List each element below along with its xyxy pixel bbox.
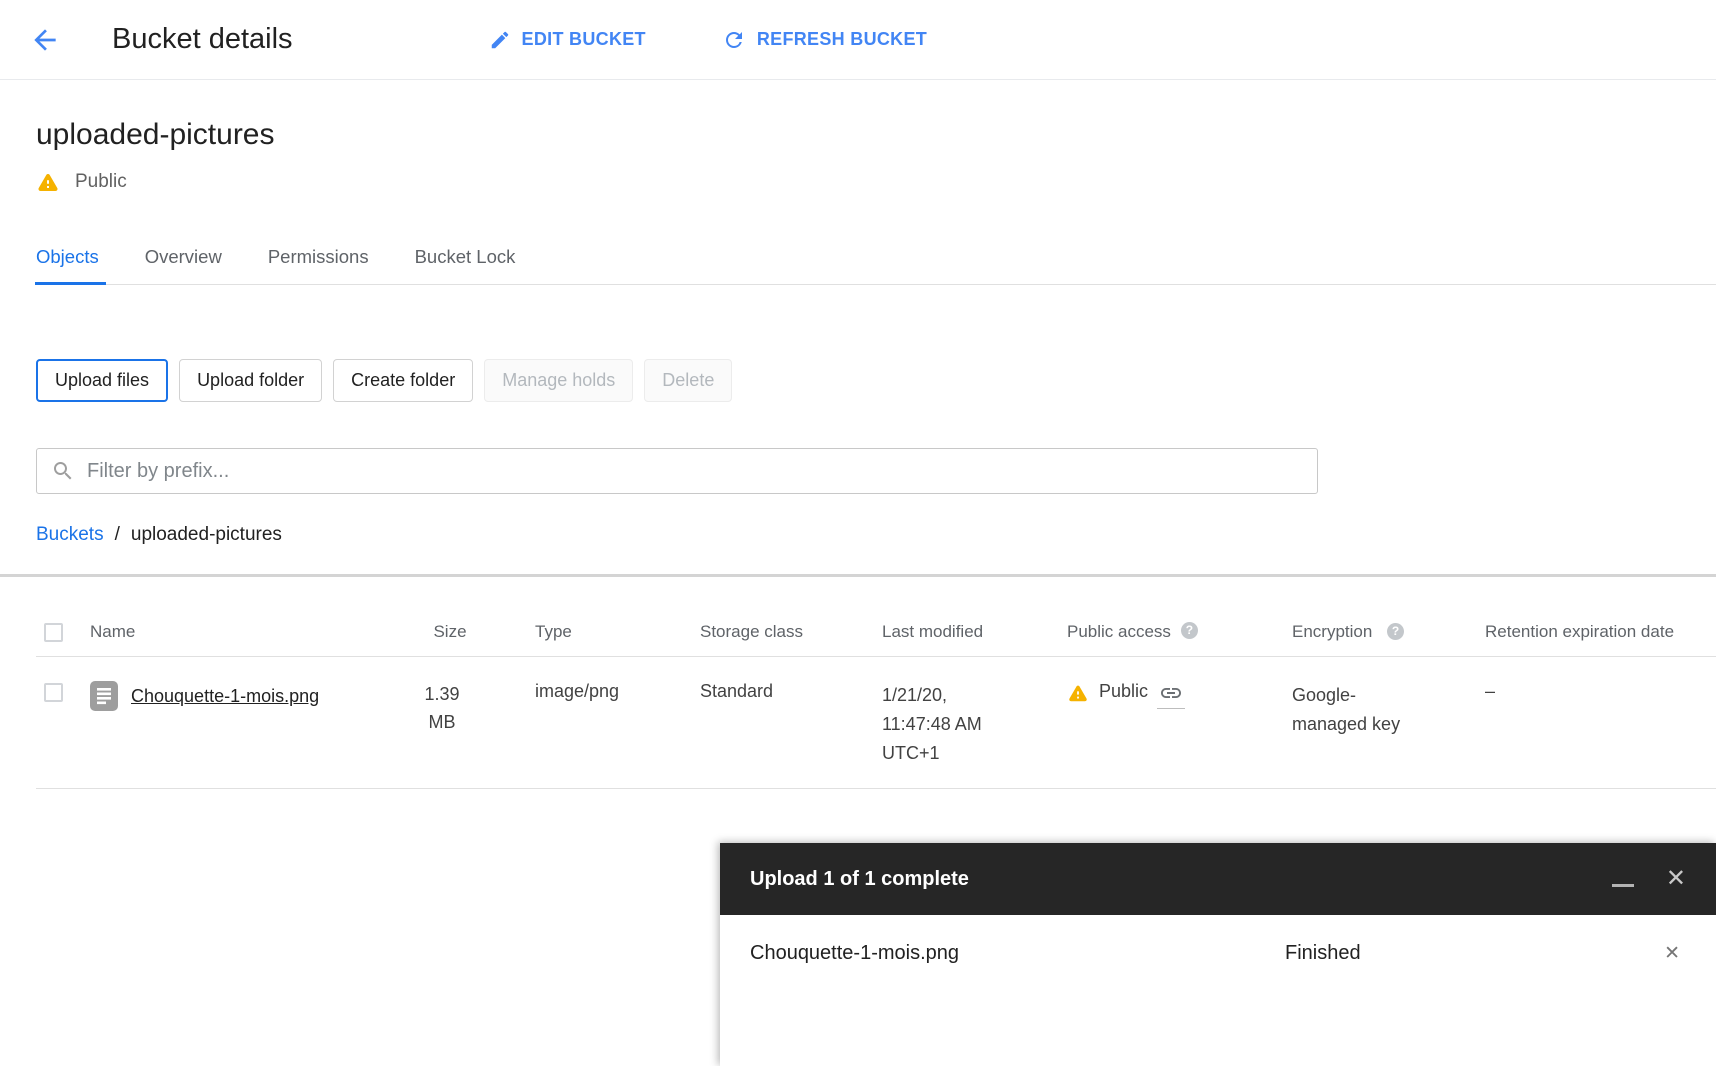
breadcrumb-current: uploaded-pictures: [130, 524, 282, 545]
filter-by-prefix-input[interactable]: [87, 459, 1303, 483]
upload-files-button[interactable]: Upload files: [36, 359, 169, 402]
main-content: uploaded-pictures Public Objects Overvie…: [0, 118, 1716, 789]
bucket-visibility-row: Public: [36, 170, 1716, 194]
upload-dialog-header: Upload 1 of 1 complete ✕: [720, 843, 1716, 915]
refresh-bucket-button[interactable]: REFRESH BUCKET: [722, 28, 927, 52]
column-header-retention: Retention expiration date: [1485, 622, 1675, 641]
upload-folder-button[interactable]: Upload folder: [179, 359, 323, 402]
tab-permissions[interactable]: Permissions: [268, 246, 369, 284]
column-header-name: Name: [90, 622, 136, 641]
object-toolbar: Upload files Upload folder Create folder…: [36, 359, 1716, 402]
object-name-link[interactable]: Chouquette-1-mois.png: [131, 685, 320, 706]
file-document-icon: [90, 681, 118, 711]
create-folder-button[interactable]: Create folder: [333, 359, 474, 402]
object-public-access: Public: [1099, 681, 1149, 701]
column-header-public-access: Public access ?: [1067, 622, 1272, 642]
back-button[interactable]: [28, 23, 62, 57]
column-header-storage-class: Storage class: [700, 622, 803, 641]
object-retention: –: [1485, 681, 1496, 701]
breadcrumb-buckets-link[interactable]: Buckets: [36, 524, 104, 545]
table-header-row: Name Size Type Storage class Last modifi…: [36, 577, 1716, 657]
tab-bucket-lock[interactable]: Bucket Lock: [415, 246, 516, 284]
breadcrumb: Buckets / uploaded-pictures: [36, 524, 1716, 546]
refresh-icon: [722, 28, 746, 52]
table-row: Chouquette-1-mois.png 1.39 MB image/png …: [36, 657, 1716, 789]
warning-icon: [36, 170, 60, 194]
page-title: Bucket details: [112, 23, 293, 55]
encryption-help-icon[interactable]: ?: [1387, 623, 1405, 640]
tab-objects[interactable]: Objects: [35, 246, 106, 285]
delete-button[interactable]: Delete: [644, 359, 733, 402]
copy-public-link-icon[interactable]: [1157, 681, 1186, 709]
tab-overview[interactable]: Overview: [145, 246, 222, 284]
column-header-last-modified: Last modified: [882, 622, 984, 641]
object-last-modified: 1/21/20, 11:47:48 AM UTC+1: [882, 685, 982, 763]
select-all-checkbox[interactable]: [44, 623, 63, 642]
column-header-type: Type: [535, 622, 572, 641]
upload-item-row: Chouquette-1-mois.png Finished ✕: [720, 915, 1716, 965]
upload-dialog-title: Upload 1 of 1 complete: [750, 867, 969, 890]
breadcrumb-separator: /: [114, 524, 120, 545]
upload-item-filename: Chouquette-1-mois.png: [750, 942, 960, 964]
edit-bucket-label: EDIT BUCKET: [521, 29, 646, 49]
row-checkbox[interactable]: [44, 683, 63, 702]
close-icon[interactable]: ✕: [1665, 865, 1686, 892]
manage-holds-button[interactable]: Manage holds: [484, 359, 634, 402]
table-top-divider: [0, 574, 1716, 577]
tab-bar: Objects Overview Permissions Bucket Lock: [35, 246, 1716, 285]
upload-item-status: Finished: [1285, 942, 1361, 964]
refresh-bucket-label: REFRESH BUCKET: [756, 29, 928, 49]
bucket-visibility-label: Public: [75, 171, 127, 192]
public-warning-icon: [1067, 682, 1089, 704]
object-size: 1.39 MB: [424, 684, 460, 732]
top-app-bar: Bucket details EDIT BUCKET REFRESH BUCKE…: [0, 0, 1716, 80]
filter-field: [36, 448, 1318, 494]
object-type: image/png: [535, 681, 620, 701]
minimize-icon[interactable]: [1611, 883, 1634, 887]
arrow-back-icon: [29, 24, 61, 56]
bucket-name-title: uploaded-pictures: [36, 118, 275, 151]
upload-status-dialog: Upload 1 of 1 complete ✕ Chouquette-1-mo…: [720, 843, 1716, 1066]
public-access-header-label: Public access: [1067, 622, 1171, 641]
public-access-help-icon[interactable]: ?: [1180, 622, 1198, 639]
edit-bucket-button[interactable]: EDIT BUCKET: [489, 29, 646, 51]
object-encryption: Google-managed key: [1292, 685, 1401, 734]
column-header-size: Size: [433, 622, 467, 641]
pencil-icon: [489, 29, 511, 51]
column-header-encryption: Encryption ?: [1292, 622, 1467, 642]
encryption-header-label: Encryption: [1292, 622, 1373, 641]
search-icon: [51, 459, 75, 483]
object-storage-class: Standard: [700, 681, 774, 701]
upload-item-close-icon[interactable]: ✕: [1664, 943, 1680, 964]
